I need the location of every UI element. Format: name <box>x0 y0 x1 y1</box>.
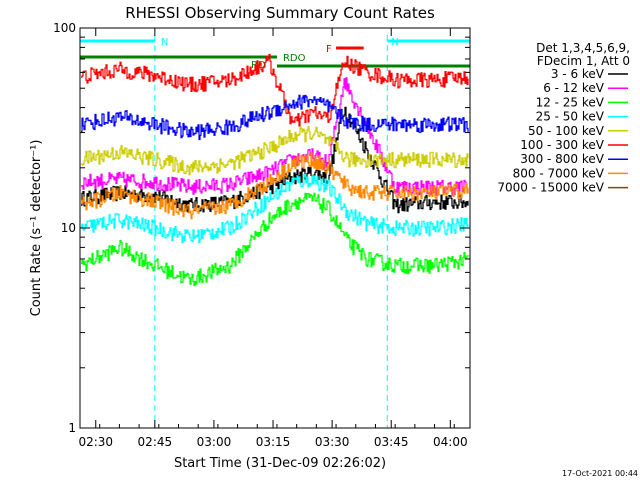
y-tick-label-2: 100 <box>53 21 76 35</box>
x-tick-label-3: 03:15 <box>256 435 291 449</box>
legend-header-1: FDecim 1, Att 0 <box>537 54 630 68</box>
annotation-label-n-1: N <box>391 37 398 48</box>
y-axis-label: Count Rate (s⁻¹ detector⁻¹) <box>29 140 44 317</box>
series-line-7 <box>81 152 469 220</box>
x-tick-label-2: 03:00 <box>197 435 232 449</box>
legend-label-0: 3 - 6 keV <box>551 67 605 81</box>
series-line-1 <box>81 77 469 196</box>
x-tick-label-1: 02:45 <box>138 435 173 449</box>
series-line-5 <box>81 53 469 127</box>
x-axis-label: Start Time (31-Dec-09 02:26:02) <box>174 456 386 471</box>
legend-label-4: 50 - 100 keV <box>528 124 605 138</box>
x-tick-label-0: 02:30 <box>78 435 113 449</box>
x-tick-label-5: 03:45 <box>374 435 409 449</box>
legend-label-2: 12 - 25 keV <box>536 95 605 109</box>
legend-label-1: 6 - 12 keV <box>543 81 605 95</box>
series-line-4 <box>81 126 469 176</box>
series-line-2 <box>81 192 469 287</box>
legend-label-7: 800 - 7000 keV <box>513 166 605 180</box>
legend-label-8: 7000 - 15000 keV <box>497 181 604 195</box>
series-line-0 <box>81 106 469 214</box>
annotation-label-n-0: N <box>161 37 168 48</box>
legend-label-3: 25 - 50 keV <box>536 110 605 124</box>
annotation-label-f-4: F <box>326 44 332 55</box>
y-tick-label-0: 1 <box>68 421 76 435</box>
legend-label-5: 100 - 300 keV <box>520 138 604 152</box>
series-line-6 <box>81 94 469 141</box>
x-tick-label-6: 04:00 <box>433 435 468 449</box>
series-layer <box>81 53 469 287</box>
chart-title: RHESSI Observing Summary Count Rates <box>125 4 435 22</box>
annotation-label-rdo-2: RDO <box>283 53 306 64</box>
x-tick-label-4: 03:30 <box>315 435 350 449</box>
series-line-3 <box>81 174 469 244</box>
axis-layer: 02:30 02:45 03:00 03:15 03:30 03:45 04:00 1 10 10… <box>53 21 470 449</box>
legend: Det 1,3,4,5,6,9,FDecim 1, Att 03 - 6 keV… <box>497 41 630 195</box>
footer-timestamp: 17-Oct-2021 00:44 <box>562 469 638 478</box>
y-tick-label-1: 10 <box>61 221 76 235</box>
legend-header-0: Det 1,3,4,5,6,9, <box>536 41 630 55</box>
legend-label-6: 300 - 800 keV <box>520 152 604 166</box>
